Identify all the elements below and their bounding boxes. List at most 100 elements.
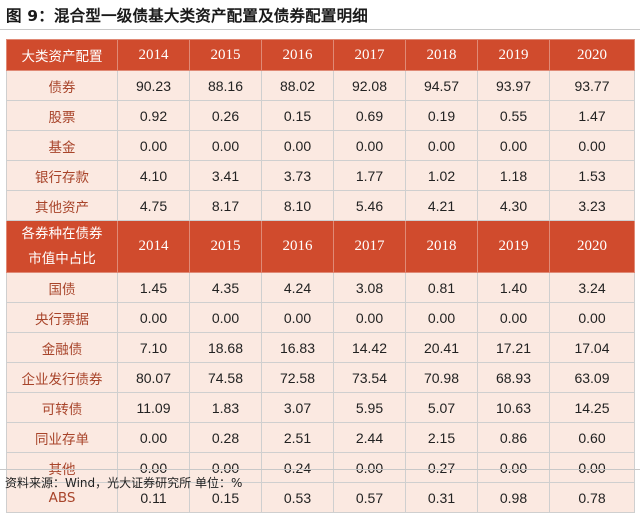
value-cell: 3.23 <box>549 190 635 221</box>
value-cell: 1.40 <box>477 272 550 303</box>
value-cell: 0.26 <box>189 100 262 131</box>
value-cell: 0.60 <box>549 422 635 453</box>
year-header-cell: 2014 <box>117 220 190 273</box>
value-cell: 0.00 <box>333 452 406 483</box>
value-cell: 73.54 <box>333 362 406 393</box>
year-header-cell: 2014 <box>117 39 190 71</box>
value-cell: 5.95 <box>333 392 406 423</box>
figure-title: 图 9：混合型一级债基大类资产配置及债券配置明细 <box>6 7 368 25</box>
value-cell: 0.00 <box>117 130 190 161</box>
row-label: 其他 <box>6 452 118 483</box>
year-header-cell: 2018 <box>405 220 478 273</box>
row-label: 国债 <box>6 272 118 303</box>
value-cell: 68.93 <box>477 362 550 393</box>
value-cell: 2.51 <box>261 422 334 453</box>
row-label: 可转债 <box>6 392 118 423</box>
row-label: 银行存款 <box>6 160 118 191</box>
title-bar: 图 9：混合型一级债基大类资产配置及债券配置明细 <box>0 0 640 30</box>
value-cell: 72.58 <box>261 362 334 393</box>
value-cell: 0.00 <box>549 302 635 333</box>
value-cell: 4.21 <box>405 190 478 221</box>
value-cell: 4.30 <box>477 190 550 221</box>
value-cell: 88.02 <box>261 70 334 101</box>
value-cell: 1.47 <box>549 100 635 131</box>
row-label: 基金 <box>6 130 118 161</box>
value-cell: 20.41 <box>405 332 478 363</box>
year-header-cell: 2020 <box>549 39 635 71</box>
table-row: 银行存款 4.10 3.41 3.73 1.77 1.02 1.18 1.53 <box>6 160 635 191</box>
value-cell: 80.07 <box>117 362 190 393</box>
value-cell: 4.10 <box>117 160 190 191</box>
value-cell: 0.15 <box>261 100 334 131</box>
value-cell: 8.10 <box>261 190 334 221</box>
row-label: 企业发行债券 <box>6 362 118 393</box>
value-cell: 2.15 <box>405 422 478 453</box>
table-row: 金融债 7.10 18.68 16.83 14.42 20.41 17.21 17.04 <box>6 332 635 363</box>
section2-header-label-line1: 各券种在债券 <box>21 225 103 242</box>
section2-header-row: 各券种在债券 市值中占比 2014 2015 2016 2017 2018 2019 2020 <box>6 220 635 273</box>
section1-header-row: 大类资产配置 2014 2015 2016 2017 2018 2019 2020 <box>6 39 635 71</box>
value-cell: 7.10 <box>117 332 190 363</box>
value-cell: 0.00 <box>261 130 334 161</box>
value-cell: 1.83 <box>189 392 262 423</box>
value-cell: 0.00 <box>333 302 406 333</box>
year-header-cell: 2017 <box>333 39 406 71</box>
value-cell: 17.21 <box>477 332 550 363</box>
table-row: 企业发行债券 80.07 74.58 72.58 73.54 70.98 68.93 63.0… <box>6 362 635 393</box>
value-cell: 1.02 <box>405 160 478 191</box>
value-cell: 70.98 <box>405 362 478 393</box>
value-cell: 1.53 <box>549 160 635 191</box>
year-header-cell: 2020 <box>549 220 635 273</box>
value-cell: 4.35 <box>189 272 262 303</box>
table-row: 国债 1.45 4.35 4.24 3.08 0.81 1.40 3.24 <box>6 272 635 303</box>
table-row: 其他 0.00 0.00 0.24 0.00 0.27 0.00 0.00 <box>6 452 635 483</box>
value-cell: 3.41 <box>189 160 262 191</box>
value-cell: 0.19 <box>405 100 478 131</box>
value-cell: 14.25 <box>549 392 635 423</box>
value-cell: 1.45 <box>117 272 190 303</box>
table-row: 股票 0.92 0.26 0.15 0.69 0.19 0.55 1.47 <box>6 100 635 131</box>
value-cell: 0.86 <box>477 422 550 453</box>
table-row: 央行票据 0.00 0.00 0.00 0.00 0.00 0.00 0.00 <box>6 302 635 333</box>
value-cell: 1.18 <box>477 160 550 191</box>
value-cell: 63.09 <box>549 362 635 393</box>
value-cell: 0.00 <box>549 452 635 483</box>
value-cell: 14.42 <box>333 332 406 363</box>
value-cell: 0.92 <box>117 100 190 131</box>
value-cell: 0.27 <box>405 452 478 483</box>
value-cell: 0.00 <box>117 302 190 333</box>
table-row: 同业存单 0.00 0.28 2.51 2.44 2.15 0.86 0.60 <box>6 422 635 453</box>
value-cell: 2.44 <box>333 422 406 453</box>
value-cell: 5.07 <box>405 392 478 423</box>
value-cell: 3.08 <box>333 272 406 303</box>
value-cell: 3.07 <box>261 392 334 423</box>
value-cell: 4.75 <box>117 190 190 221</box>
value-cell: 0.81 <box>405 272 478 303</box>
row-label: 央行票据 <box>6 302 118 333</box>
value-cell: 94.57 <box>405 70 478 101</box>
value-cell: 93.77 <box>549 70 635 101</box>
year-header-cell: 2016 <box>261 39 334 71</box>
value-cell: 0.55 <box>477 100 550 131</box>
value-cell: 90.23 <box>117 70 190 101</box>
year-header-cell: 2015 <box>189 220 262 273</box>
value-cell: 88.16 <box>189 70 262 101</box>
row-label: 其他资产 <box>6 190 118 221</box>
allocation-table: 大类资产配置 2014 2015 2016 2017 2018 2019 2020 债券 90.2… <box>6 39 635 513</box>
row-label: 股票 <box>6 100 118 131</box>
value-cell: 0.28 <box>189 422 262 453</box>
section2-header-label: 各券种在债券 市值中占比 <box>6 220 118 273</box>
source-footnote: 资料来源：Wind，光大证券研究所 单位：% <box>5 476 243 490</box>
row-label: 同业存单 <box>6 422 118 453</box>
section2-header-label-line2: 市值中占比 <box>28 250 96 267</box>
row-label: 债券 <box>6 70 118 101</box>
value-cell: 4.24 <box>261 272 334 303</box>
value-cell: 18.68 <box>189 332 262 363</box>
table-row: 其他资产 4.75 8.17 8.10 5.46 4.21 4.30 3.23 <box>6 190 635 221</box>
value-cell: 5.46 <box>333 190 406 221</box>
year-header-cell: 2018 <box>405 39 478 71</box>
value-cell: 93.97 <box>477 70 550 101</box>
section1-header-label: 大类资产配置 <box>6 39 118 71</box>
value-cell: 0.00 <box>405 130 478 161</box>
value-cell: 8.17 <box>189 190 262 221</box>
